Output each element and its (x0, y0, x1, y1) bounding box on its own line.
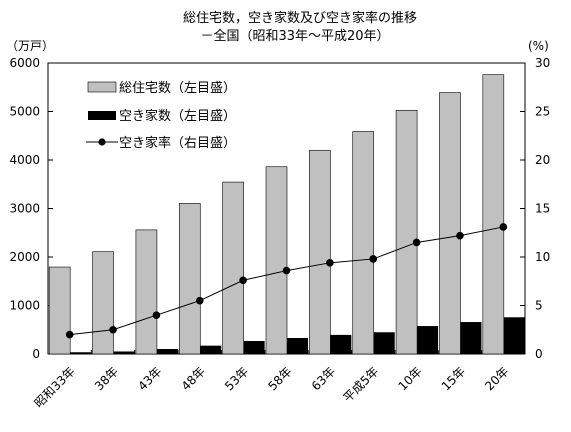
right-axis-tick-label: 10 (535, 250, 550, 264)
x-axis-tick-label: 58年 (265, 364, 294, 393)
left-axis-tick-label: 3000 (9, 202, 40, 216)
point-vacancy-rate (456, 231, 464, 240)
point-vacancy-rate (282, 266, 291, 275)
x-axis-tick-label: 平成5年 (341, 364, 382, 405)
legend-swatch-total-houses (87, 81, 117, 93)
bar-total-houses (265, 166, 288, 355)
bar-vacant-houses (156, 349, 178, 354)
left-axis-tick-label: 0 (32, 347, 40, 361)
point-vacancy-rate (326, 259, 334, 267)
bar-vacant-houses (243, 341, 265, 354)
point-vacancy-rate (195, 296, 204, 305)
point-vacancy-rate (239, 276, 247, 285)
chart-subtitle: －全国（昭和33年～平成20年） (200, 28, 389, 44)
right-axis-tick-label: 25 (535, 105, 550, 119)
legend-label-vacancy-rate: 空き家率（右目盛） (119, 135, 236, 151)
right-axis-unit: (%) (528, 39, 549, 53)
x-axis-tick-label: 53年 (222, 364, 251, 393)
bar-total-houses (439, 92, 461, 355)
bar-vacant-houses (330, 334, 352, 354)
point-vacancy-rate (65, 330, 74, 339)
bar-total-houses (395, 109, 418, 355)
plot-area: 0 1000 2000 3000 4000 5000 6000 0 5 10 15 20 25 30 昭和3… (9, 56, 550, 410)
x-axis-tick-label: 48年 (179, 364, 208, 393)
right-axis-tick-label: 30 (535, 56, 550, 70)
bar-total-houses (309, 149, 331, 355)
bar-vacant-houses (287, 337, 308, 354)
x-axis-tick-label: 20年 (482, 364, 511, 393)
right-axis-tick-label: 5 (535, 299, 543, 313)
bar-vacant-houses (113, 351, 135, 354)
bar-vacant-houses (200, 345, 222, 354)
left-axis-tick-label: 6000 (9, 56, 40, 70)
legend-label-total-houses: 総住宅数（左目盛） (119, 81, 236, 96)
bar-total-houses (222, 181, 244, 355)
legend-swatch-vacant-houses (88, 111, 116, 120)
left-axis-unit: （万戸） (6, 39, 54, 53)
point-vacancy-rate (152, 311, 161, 320)
legend-marker-vacancy-rate (98, 138, 106, 146)
bar-total-houses (352, 131, 375, 355)
bar-total-houses (48, 266, 71, 355)
legend: 総住宅数（左目盛） 空き家数（左目盛） 空き家率（右目盛） (86, 81, 236, 151)
right-axis-tick-label: 20 (535, 153, 550, 167)
point-vacancy-rate (109, 325, 117, 334)
bar-vacant-houses (503, 317, 525, 354)
left-axis-tick-label: 1000 (9, 299, 40, 313)
bar-vacant-houses (70, 352, 92, 354)
x-axis-tick-label: 43年 (135, 364, 164, 393)
chart-title: 総住宅数，空き家数及び空き家率の推移 (183, 10, 417, 26)
x-axis-tick-label: 10年 (396, 364, 425, 393)
bar-total-houses (135, 229, 158, 355)
x-axis-tick-label: 38年 (92, 364, 121, 393)
left-axis-tick-label: 4000 (9, 153, 40, 167)
x-axis-tick-label: 昭和33年 (32, 364, 78, 410)
legend-label-vacant-houses: 空き家数（左目盛） (119, 108, 236, 124)
point-vacancy-rate (412, 238, 421, 247)
bar-vacant-houses (460, 322, 482, 354)
bar-total-houses (482, 74, 505, 355)
bar-vacant-houses (417, 326, 439, 354)
left-axis-tick-label: 2000 (9, 250, 40, 264)
right-axis-tick-label: 0 (535, 347, 543, 361)
x-axis-tick-label: 63年 (309, 364, 338, 393)
right-axis-tick-label: 15 (535, 202, 550, 216)
point-vacancy-rate (369, 255, 378, 263)
x-axis-tick-label: 15年 (439, 364, 468, 393)
bar-total-houses (178, 203, 201, 355)
bar-vacant-houses (373, 332, 395, 354)
bar-total-houses (92, 251, 114, 355)
point-vacancy-rate (499, 223, 508, 231)
left-axis-tick-label: 5000 (9, 105, 40, 119)
